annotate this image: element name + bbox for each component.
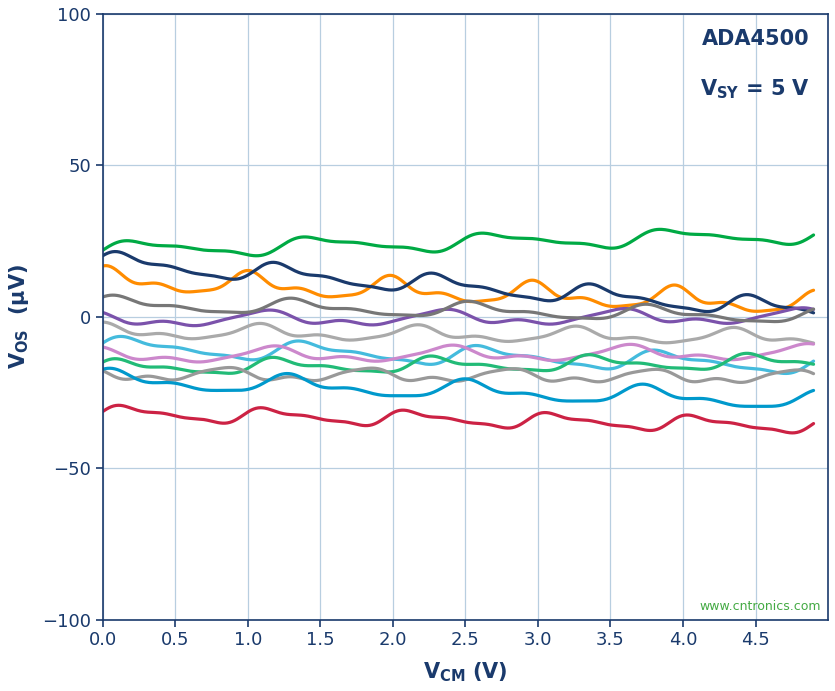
X-axis label: $\mathbf{V_{CM}}\ \mathbf{(V)}$: $\mathbf{V_{CM}}\ \mathbf{(V)}$ (423, 661, 508, 684)
Text: www.cntronics.com: www.cntronics.com (699, 600, 821, 614)
Text: ADA4500: ADA4500 (702, 29, 810, 49)
Y-axis label: $\mathbf{V_{OS}}$  $\mathbf{(\mu V)}$: $\mathbf{V_{OS}}$ $\mathbf{(\mu V)}$ (7, 264, 31, 370)
Text: $\mathbf{V_{SY}}$ = 5 V: $\mathbf{V_{SY}}$ = 5 V (700, 77, 810, 101)
